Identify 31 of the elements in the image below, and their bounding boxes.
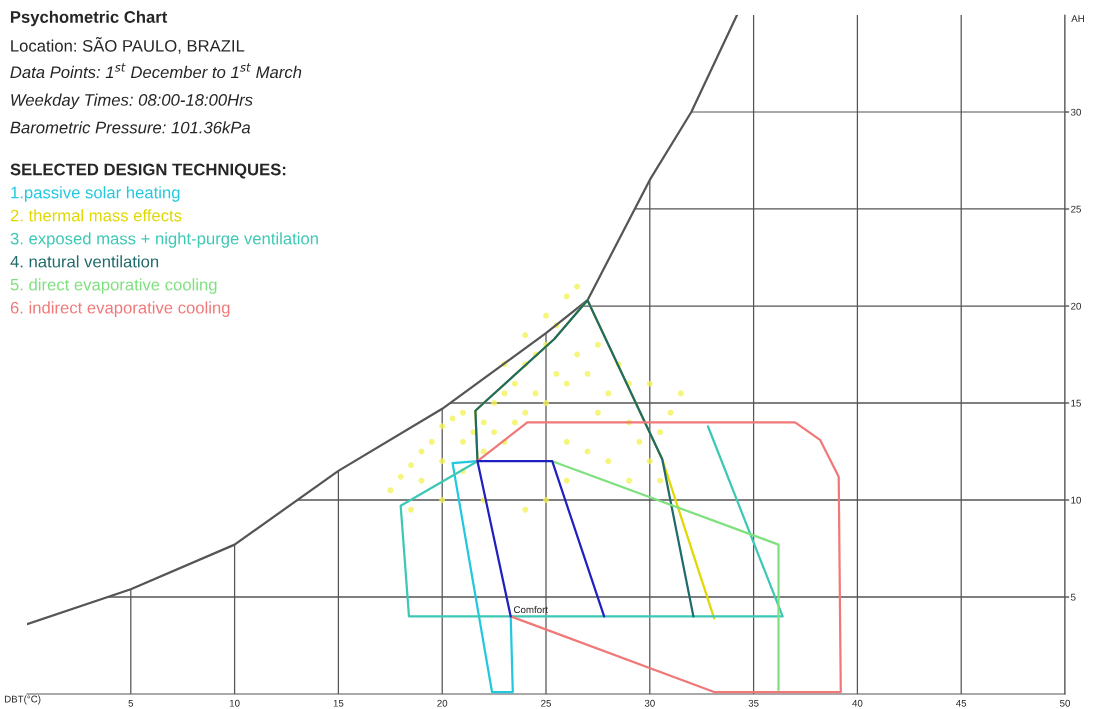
text: 4. natural ventilation xyxy=(10,255,159,268)
chart-title: Psychometric Chart xyxy=(10,10,168,27)
x-tick-label: 15 xyxy=(333,699,344,707)
x-tick-label: 5 xyxy=(128,699,134,707)
x-tick-label: 20 xyxy=(437,699,448,707)
y-tick-label: 30 xyxy=(1070,108,1081,116)
y-tick-label: 25 xyxy=(1071,205,1081,213)
text: Location: SÃO PAULO, BRAZIL xyxy=(11,36,245,54)
text: 5. direct evaporative cooling xyxy=(10,278,217,294)
x-tick-label: 35 xyxy=(748,699,759,707)
x-tick-label: 10 xyxy=(229,699,240,707)
text: 6. indirect evaporative cooling xyxy=(10,301,230,317)
y-tick-label: 15 xyxy=(1071,399,1081,407)
legend-title: SELECTED DESIGN TECHNIQUES: xyxy=(10,163,286,179)
annotation: Weekday Times: 08:00-18:00Hrs xyxy=(11,93,253,110)
text: 3. exposed mass + night-purge ventilation xyxy=(10,232,318,248)
x-tick-label: 50 xyxy=(1059,699,1071,707)
text: 2. thermal mass effects xyxy=(10,209,182,222)
x-tick-label: 45 xyxy=(956,699,967,707)
annotation: Data Points: 1$^{st}$ December to 1$^{st}$ March xyxy=(10,63,302,79)
y-tick-label: 5 xyxy=(1070,593,1076,601)
y-tick-label: 20 xyxy=(1071,302,1081,310)
x-axis-title: DBT(°C) xyxy=(4,695,41,705)
text: 1.passive solar heating xyxy=(11,186,180,202)
annotation: Comfort xyxy=(513,605,548,614)
y-tick-label: 10 xyxy=(1071,496,1081,504)
x-tick-label: 40 xyxy=(852,699,863,707)
x-tick-label: 25 xyxy=(541,699,551,707)
y-axis-title: AH xyxy=(1071,15,1084,23)
x-tick-label: 30 xyxy=(644,699,655,707)
annotation: Barometric Pressure: 101.36kPa xyxy=(10,121,251,134)
